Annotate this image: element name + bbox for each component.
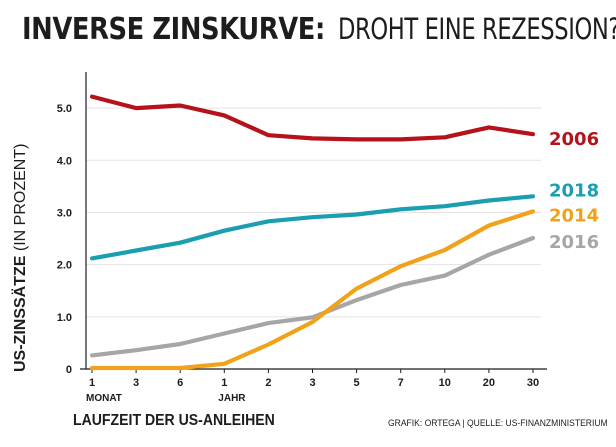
series-label-2018: 2018 (549, 180, 599, 201)
y-axis-label-bold: US-ZINSSÄTZE (12, 255, 29, 372)
x-axis-label: LAUFZEIT DER US-ANLEIHEN (73, 412, 275, 429)
label-layer: 0 1.0 2.0 3.0 4.0 5.0 1 MONAT 3 6 1 JAHR 2 3 5 7 10 20 30 2… (57, 103, 599, 404)
x-tick-sublabel-3: JAHR (218, 393, 246, 404)
x-tick-label-2: 6 (177, 377, 183, 389)
x-tick-label-0: 1 (89, 377, 95, 389)
y-tick-label-0: 0 (66, 364, 72, 376)
x-tick-label-8: 10 (439, 377, 451, 389)
x-tick-label-10: 30 (527, 377, 539, 389)
x-tick-label-6: 5 (354, 377, 360, 389)
y-axis-label-light: (IN PROZENT) (12, 143, 29, 252)
y-axis-label: US-ZINSSÄTZE (IN PROZENT) (12, 144, 30, 372)
series-label-2006: 2006 (549, 129, 599, 150)
x-tick-label-9: 20 (483, 377, 495, 389)
y-tick-label-2: 2.0 (57, 260, 72, 272)
y-tick-label-5: 5.0 (57, 103, 72, 115)
x-tick-label-5: 3 (309, 377, 315, 389)
y-tick-label-3: 3.0 (57, 207, 72, 219)
axis-layer (80, 72, 547, 373)
chart-title: INVERSE ZINSKURVE: DROHT EINE REZESSION? (22, 12, 616, 62)
x-tick-label-7: 7 (398, 377, 404, 389)
series-label-2014: 2014 (549, 205, 599, 226)
x-tick-label-3: 1 (221, 377, 227, 389)
series-line-2018 (89, 194, 536, 261)
source-credit: GRAFIK: ORTEGA | QUELLE: US-FINANZMINIST… (388, 418, 608, 429)
series-line-2014 (89, 209, 536, 371)
series-line-2006 (89, 94, 536, 142)
y-tick-label-1: 1.0 (57, 312, 72, 324)
x-tick-label-4: 2 (265, 377, 271, 389)
title-bold: INVERSE ZINSKURVE: (22, 12, 325, 47)
series-line-2016 (89, 235, 536, 358)
y-tick-label-4: 4.0 (57, 155, 72, 167)
series-layer (89, 94, 536, 371)
x-tick-label-1: 3 (133, 377, 139, 389)
x-tick-sublabel-0: MONAT (86, 393, 122, 404)
title-light: DROHT EINE REZESSION? (338, 12, 616, 46)
series-label-2016: 2016 (549, 232, 599, 253)
